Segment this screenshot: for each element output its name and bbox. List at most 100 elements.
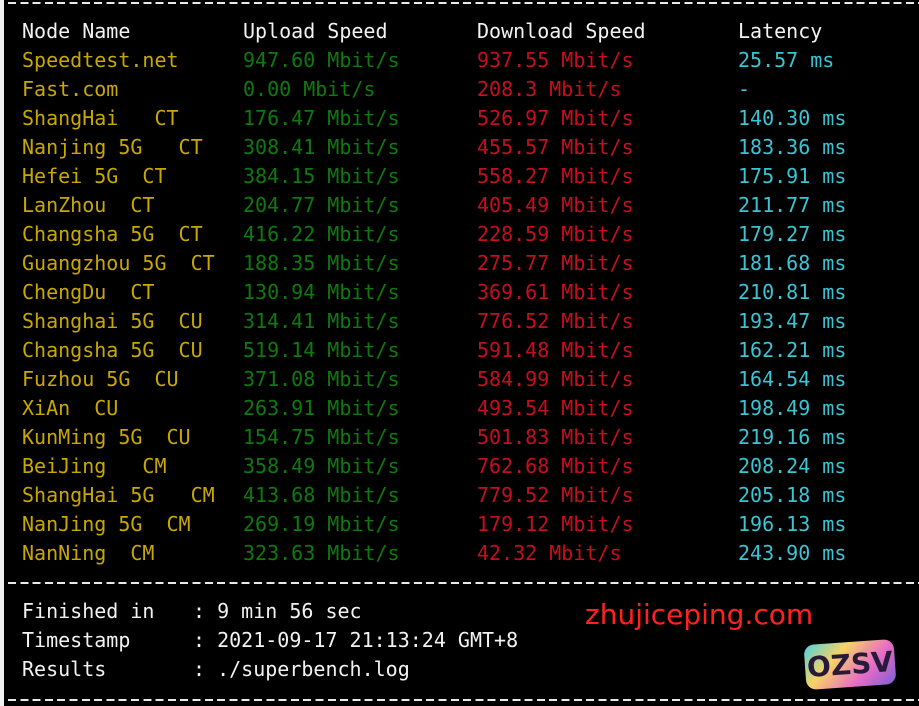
cell-download: 228.59 Mbit/s	[477, 222, 634, 246]
cell-latency: 196.13 ms	[738, 512, 847, 536]
cell-node: ShangHai 5G CM	[22, 483, 215, 507]
cell-node: Hefei 5G CT	[22, 164, 167, 188]
cell-node: Guangzhou 5G CT	[22, 251, 215, 275]
window-border	[0, 0, 4, 706]
footer-row: Results : ./superbench.log	[0, 655, 560, 684]
table-row: BeiJing CM 358.49 Mbit/s 762.68 Mbit/s 208.…	[0, 452, 919, 481]
cell-latency: 243.90 ms	[738, 541, 847, 565]
table-row: Guangzhou 5G CT 188.35 Mbit/s 275.77 Mbit/…	[0, 249, 919, 278]
cell-download: 501.83 Mbit/s	[477, 425, 634, 449]
footer-value: : ./superbench.log	[193, 657, 410, 681]
cell-upload: 130.94 Mbit/s	[243, 280, 400, 304]
cell-download: 526.97 Mbit/s	[477, 106, 634, 130]
cell-node: NanNing CM	[22, 541, 155, 565]
cell-upload: 358.49 Mbit/s	[243, 454, 400, 478]
cell-latency: -	[738, 77, 751, 101]
footer-value: : 2021-09-17 21:13:24 GMT+8	[193, 628, 519, 652]
cell-download: 762.68 Mbit/s	[477, 454, 634, 478]
cell-node: XiAn CU	[22, 396, 119, 420]
ozsv-logo: OZSV	[803, 638, 897, 691]
cell-upload: 314.41 Mbit/s	[243, 309, 400, 333]
watermark: zhujiceping.com	[585, 598, 814, 631]
cell-node: BeiJing CM	[22, 454, 167, 478]
cell-upload: 0.00 Mbit/s	[243, 77, 376, 101]
header-row: Node Name Upload Speed Download Speed La…	[0, 17, 919, 46]
header-upload: Upload Speed	[243, 19, 388, 43]
cell-upload: 416.22 Mbit/s	[243, 222, 400, 246]
table-row: Speedtest.net 947.60 Mbit/s 937.55 Mbit/s 2…	[0, 46, 919, 75]
footer-label: Finished in	[22, 599, 155, 623]
footer-label: Timestamp	[22, 628, 131, 652]
cell-upload: 947.60 Mbit/s	[243, 48, 400, 72]
cell-download: 558.27 Mbit/s	[477, 164, 634, 188]
cell-upload: 263.91 Mbit/s	[243, 396, 400, 420]
header-latency: Latency	[738, 19, 823, 43]
cell-upload: 413.68 Mbit/s	[243, 483, 400, 507]
cell-upload: 371.08 Mbit/s	[243, 367, 400, 391]
header-node: Node Name	[22, 19, 131, 43]
cell-node: ShangHai CT	[22, 106, 179, 130]
cell-download: 275.77 Mbit/s	[477, 251, 634, 275]
table-row: NanJing 5G CM 269.19 Mbit/s 179.12 Mbit/s 1…	[0, 510, 919, 539]
cell-download: 369.61 Mbit/s	[477, 280, 634, 304]
divider-middle	[8, 582, 919, 584]
cell-latency: 183.36 ms	[738, 135, 847, 159]
cell-upload: 188.35 Mbit/s	[243, 251, 400, 275]
footer-row: Finished in : 9 min 56 sec	[0, 597, 560, 626]
table-row: Nanjing 5G CT 308.41 Mbit/s 455.57 Mbit/s 1…	[0, 133, 919, 162]
cell-latency: 210.81 ms	[738, 280, 847, 304]
cell-download: 779.52 Mbit/s	[477, 483, 634, 507]
table-row: XiAn CU 263.91 Mbit/s 493.54 Mbit/s 198.49 …	[0, 394, 919, 423]
cell-download: 405.49 Mbit/s	[477, 193, 634, 217]
cell-latency: 198.49 ms	[738, 396, 847, 420]
cell-latency: 181.68 ms	[738, 251, 847, 275]
cell-download: 776.52 Mbit/s	[477, 309, 634, 333]
cell-latency: 175.91 ms	[738, 164, 847, 188]
footer-row: Timestamp : 2021-09-17 21:13:24 GMT+8	[0, 626, 560, 655]
footer-value: : 9 min 56 sec	[193, 599, 362, 623]
cell-latency: 25.57 ms	[738, 48, 835, 72]
cell-upload: 176.47 Mbit/s	[243, 106, 400, 130]
table-row: Fuzhou 5G CU 371.08 Mbit/s 584.99 Mbit/s 16…	[0, 365, 919, 394]
cell-upload: 384.15 Mbit/s	[243, 164, 400, 188]
cell-node: Shanghai 5G CU	[22, 309, 203, 333]
table-row: Shanghai 5G CU 314.41 Mbit/s 776.52 Mbit/s…	[0, 307, 919, 336]
cell-node: KunMing 5G CU	[22, 425, 191, 449]
cell-download: 591.48 Mbit/s	[477, 338, 634, 362]
cell-latency: 162.21 ms	[738, 338, 847, 362]
table-row: Changsha 5G CT 416.22 Mbit/s 228.59 Mbit/s…	[0, 220, 919, 249]
table-row: ShangHai 5G CM 413.68 Mbit/s 779.52 Mbit/s…	[0, 481, 919, 510]
cell-download: 937.55 Mbit/s	[477, 48, 634, 72]
cell-latency: 205.18 ms	[738, 483, 847, 507]
cell-upload: 269.19 Mbit/s	[243, 512, 400, 536]
cell-latency: 140.30 ms	[738, 106, 847, 130]
cell-latency: 193.47 ms	[738, 309, 847, 333]
table-row: Changsha 5G CU 519.14 Mbit/s 591.48 Mbit/s…	[0, 336, 919, 365]
table-row: ChengDu CT 130.94 Mbit/s 369.61 Mbit/s 210.…	[0, 278, 919, 307]
cell-upload: 204.77 Mbit/s	[243, 193, 400, 217]
cell-download: 493.54 Mbit/s	[477, 396, 634, 420]
divider-bottom	[8, 699, 919, 701]
table-row: Hefei 5G CT 384.15 Mbit/s 558.27 Mbit/s 175…	[0, 162, 919, 191]
table-row: ShangHai CT 176.47 Mbit/s 526.97 Mbit/s 140…	[0, 104, 919, 133]
table-row: Fast.com 0.00 Mbit/s 208.3 Mbit/s -	[0, 75, 919, 104]
header-download: Download Speed	[477, 19, 646, 43]
cell-upload: 154.75 Mbit/s	[243, 425, 400, 449]
cell-node: NanJing 5G CM	[22, 512, 191, 536]
table-row: NanNing CM 323.63 Mbit/s 42.32 Mbit/s 243.9…	[0, 539, 919, 568]
table-row: KunMing 5G CU 154.75 Mbit/s 501.83 Mbit/s 2…	[0, 423, 919, 452]
cell-latency: 208.24 ms	[738, 454, 847, 478]
cell-node: ChengDu CT	[22, 280, 155, 304]
cell-node: Speedtest.net	[22, 48, 179, 72]
cell-download: 584.99 Mbit/s	[477, 367, 634, 391]
cell-latency: 164.54 ms	[738, 367, 847, 391]
cell-download: 179.12 Mbit/s	[477, 512, 634, 536]
cell-download: 455.57 Mbit/s	[477, 135, 634, 159]
cell-latency: 179.27 ms	[738, 222, 847, 246]
divider-top	[8, 2, 919, 4]
cell-upload: 308.41 Mbit/s	[243, 135, 400, 159]
cell-node: Nanjing 5G CT	[22, 135, 203, 159]
cell-download: 208.3 Mbit/s	[477, 77, 622, 101]
footer-label: Results	[22, 657, 107, 681]
cell-upload: 323.63 Mbit/s	[243, 541, 400, 565]
